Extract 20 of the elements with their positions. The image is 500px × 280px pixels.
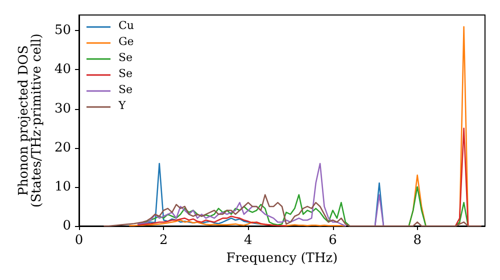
y-tick-label: 50 — [54, 23, 71, 38]
legend-label: Se — [118, 83, 133, 96]
y-tick-label: 20 — [54, 140, 71, 156]
y-tick-label: 30 — [54, 101, 71, 116]
y-tick-label: 40 — [54, 62, 71, 78]
x-axis-title: Frequency (THz) — [226, 250, 338, 266]
line-series — [104, 194, 482, 227]
x-tick-label: 2 — [159, 233, 168, 248]
y-tick-label: 10 — [54, 179, 71, 194]
x-tick-label: 4 — [244, 233, 252, 248]
x-tick-label: 8 — [413, 233, 422, 248]
legend-label: Se — [118, 67, 133, 80]
legend-label: Se — [118, 51, 133, 64]
x-tick-label: 6 — [328, 233, 337, 248]
legend-label: Cu — [118, 19, 134, 32]
y-axis-title: Phonon projected DOS (States/THz·primitive cell) — [16, 33, 45, 208]
legend-label: Ge — [118, 35, 134, 48]
legend-label: Y — [118, 99, 126, 112]
x-tick-label: 0 — [74, 233, 84, 248]
y-tick-label: 0 — [62, 218, 71, 234]
